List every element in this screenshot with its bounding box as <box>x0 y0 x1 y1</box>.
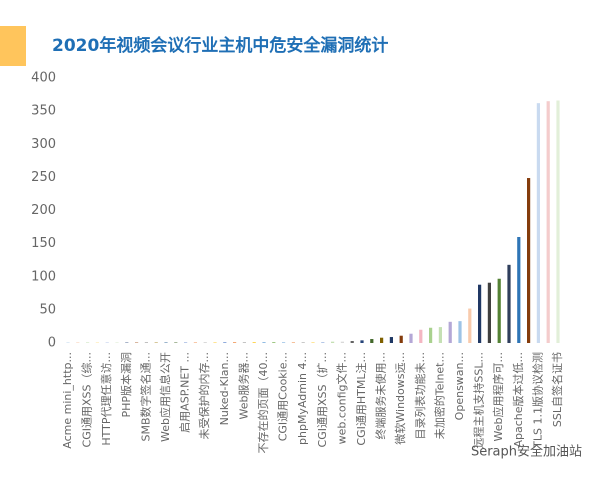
x-tick-label: 目录列表功能未... <box>413 352 427 440</box>
y-tick-label: 250 <box>31 170 56 185</box>
y-tick-label: 150 <box>31 236 56 251</box>
bar <box>360 340 364 343</box>
bar <box>487 282 491 343</box>
bar <box>272 342 276 343</box>
y-tick-label: 50 <box>39 302 56 317</box>
y-tick-label: 400 <box>31 71 56 86</box>
bar <box>399 335 403 343</box>
bar <box>311 342 315 343</box>
y-tick-label: 350 <box>31 104 56 119</box>
bar <box>262 342 266 343</box>
bar <box>282 342 286 343</box>
x-tick-label: 微软Windows远... <box>393 352 407 445</box>
bar <box>223 342 227 343</box>
x-tick-label: Web服务器... <box>237 352 250 419</box>
bar <box>370 339 374 343</box>
bar <box>438 327 442 343</box>
bar <box>527 178 531 343</box>
bar <box>321 342 325 343</box>
bar <box>507 264 511 343</box>
x-tick-label: SMB数字签名通... <box>138 352 152 442</box>
x-tick-label: PHP版本漏洞 <box>119 352 133 418</box>
x-tick-label: 启用ASP.NET ... <box>179 352 192 433</box>
bar <box>301 342 305 343</box>
bar <box>429 327 433 343</box>
bar <box>419 329 423 343</box>
watermark: Seraph安全加油站 <box>471 444 582 460</box>
x-tick-label: Web应用信息公开 <box>158 352 172 442</box>
x-tick-label: TLS 1.1版协议检测 <box>530 352 544 449</box>
x-tick-label: CGI通用XSS（综... <box>80 352 94 447</box>
x-tick-label: SSL自签名证书 <box>550 352 564 427</box>
x-tick-label: Acme mini_http... <box>61 352 74 449</box>
bar <box>468 308 472 343</box>
bar <box>242 342 246 343</box>
x-tick-label: 终端服务未使用... <box>374 352 388 440</box>
y-tick-label: 300 <box>31 137 56 152</box>
chart-title: 2020年视频会议行业主机中危安全漏洞统计 <box>52 35 388 56</box>
bar <box>478 284 482 343</box>
bar <box>389 337 393 343</box>
bar <box>556 100 560 344</box>
x-tick-label: 不存在的页面（40... <box>256 352 270 454</box>
bar <box>193 342 197 343</box>
bar <box>340 341 344 343</box>
x-tick-label: Openswan... <box>453 352 466 420</box>
title-accent <box>0 26 26 66</box>
bar <box>233 342 237 343</box>
bar <box>380 337 384 343</box>
bar <box>497 278 501 343</box>
x-tick-label: Apache版本过低... <box>511 352 525 448</box>
x-tick-label: CGI通用XSS（扩... <box>315 352 329 447</box>
x-tick-label: web.config文件... <box>334 352 348 444</box>
x-tick-label: Nuked-Klan... <box>218 352 231 425</box>
x-tick-label: CGI通用HTML注... <box>354 352 368 446</box>
bar <box>546 101 550 343</box>
x-tick-label: HTTP代理任意访... <box>99 352 113 446</box>
x-tick-label: Web应用程序可... <box>491 352 505 441</box>
bar <box>203 342 207 343</box>
bar <box>458 321 462 343</box>
bar <box>213 342 217 343</box>
bar <box>252 342 256 343</box>
y-tick-label: 100 <box>31 269 56 284</box>
bar <box>350 341 354 343</box>
x-tick-label: 未受保护的内存... <box>197 352 211 440</box>
bar <box>448 321 452 343</box>
bar <box>536 103 540 343</box>
x-tick-label: 远程主机支持SSL... <box>472 352 486 449</box>
x-tick-label: 未加密的Telnet... <box>432 352 446 439</box>
bar <box>331 341 335 343</box>
x-tick-label: phpMyAdmin 4... <box>296 352 309 445</box>
bar <box>409 333 413 343</box>
x-tick-label: CGI通用Cookie... <box>277 352 290 441</box>
bar <box>291 342 295 343</box>
bar <box>517 237 521 343</box>
y-tick-label: 200 <box>31 203 56 218</box>
y-tick-label: 0 <box>48 336 56 351</box>
